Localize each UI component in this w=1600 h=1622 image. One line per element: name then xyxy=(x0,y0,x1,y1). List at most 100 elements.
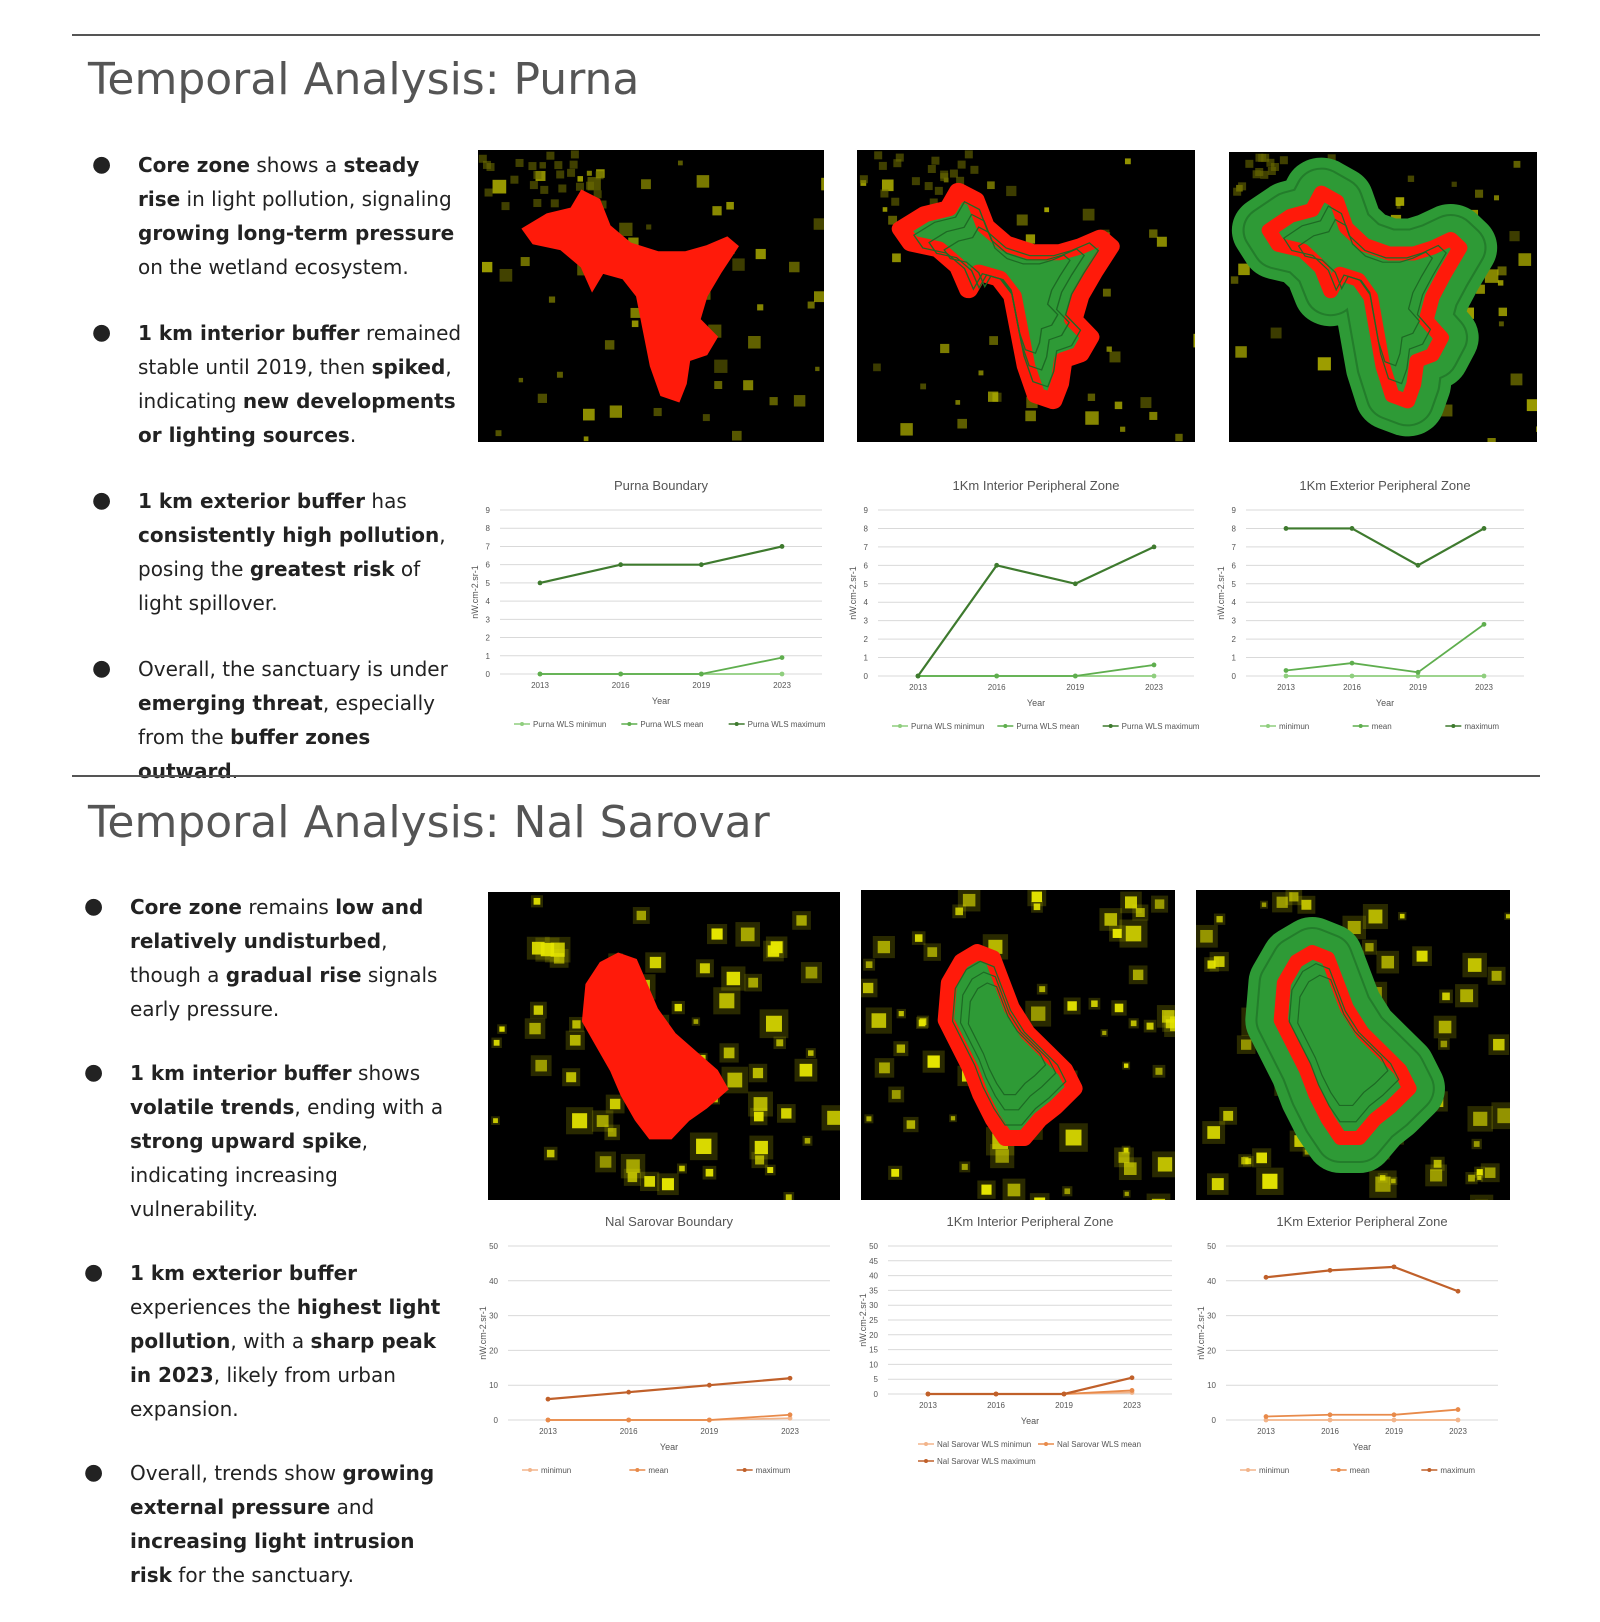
data-point xyxy=(1350,661,1355,666)
legend-label: Purna WLS mean xyxy=(1016,722,1079,731)
data-point xyxy=(1392,1264,1397,1269)
data-point xyxy=(1073,674,1078,679)
purna-boundary-map xyxy=(478,150,824,442)
y-tick-label: 9 xyxy=(486,506,491,515)
data-point xyxy=(538,580,543,585)
y-tick-label: 6 xyxy=(1232,561,1237,570)
series-line xyxy=(918,547,1154,676)
legend-marker xyxy=(1359,724,1363,728)
y-axis-label: nW.cm-2.sr-1 xyxy=(858,1293,868,1347)
y-tick-label: 40 xyxy=(1207,1277,1216,1286)
data-point xyxy=(1416,670,1421,675)
x-axis-label: Year xyxy=(1021,1416,1039,1426)
y-axis-label: nW.cm-2.sr-1 xyxy=(478,1306,488,1360)
y-tick-label: 20 xyxy=(489,1346,498,1355)
x-tick-label: 2023 xyxy=(1449,1427,1467,1436)
y-tick-label: 25 xyxy=(869,1316,878,1325)
legend-label: minimun xyxy=(1279,722,1309,731)
legend-marker xyxy=(1427,1468,1431,1472)
x-tick-label: 2016 xyxy=(1321,1427,1339,1436)
data-point xyxy=(1130,1375,1135,1380)
legend-label: Nal Sarovar WLS minimun xyxy=(937,1440,1031,1449)
chart-title: 1Km Interior Peripheral Zone xyxy=(953,478,1120,493)
data-point xyxy=(1456,1407,1461,1412)
y-tick-label: 30 xyxy=(489,1312,498,1321)
emphasis-text: volatile trends xyxy=(130,1095,294,1119)
legend-marker xyxy=(898,724,902,728)
y-tick-label: 50 xyxy=(869,1242,878,1251)
y-tick-label: 8 xyxy=(1232,524,1237,533)
data-point xyxy=(994,1392,999,1397)
y-tick-label: 9 xyxy=(1232,506,1237,515)
x-tick-label: 2019 xyxy=(700,1427,718,1436)
data-point xyxy=(1264,1275,1269,1280)
y-tick-label: 2 xyxy=(864,635,869,644)
x-tick-label: 2019 xyxy=(1385,1427,1403,1436)
y-tick-label: 8 xyxy=(864,524,869,533)
y-tick-label: 0 xyxy=(1232,672,1237,681)
bullet-text: on the wetland ecosystem. xyxy=(138,255,409,279)
y-tick-label: 6 xyxy=(486,561,491,570)
bullet-text: and xyxy=(330,1495,374,1519)
line-chart: 1Km Interior Peripheral Zone012345678920… xyxy=(848,476,1208,746)
data-point xyxy=(994,563,999,568)
data-point xyxy=(1482,622,1487,627)
x-tick-label: 2023 xyxy=(1123,1401,1141,1410)
bullet-text: shows a xyxy=(250,153,343,177)
y-tick-label: 7 xyxy=(1232,543,1237,552)
data-point xyxy=(1482,526,1487,531)
x-axis-label: Year xyxy=(1027,698,1045,708)
emphasis-text: 1 km exterior buffer xyxy=(138,489,365,513)
bullet-list: ●Core zone shows a steady rise in light … xyxy=(138,148,468,820)
data-point xyxy=(926,1392,931,1397)
legend-marker xyxy=(924,1459,928,1463)
y-tick-label: 6 xyxy=(864,561,869,570)
y-tick-label: 1 xyxy=(864,654,869,663)
x-tick-label: 2016 xyxy=(988,683,1006,692)
legend-label: mean xyxy=(1372,722,1392,731)
y-tick-label: 10 xyxy=(1207,1381,1216,1390)
y-tick-label: 30 xyxy=(869,1301,878,1310)
x-tick-label: 2016 xyxy=(1343,683,1361,692)
bullet-item: ●1 km interior buffer remained stable un… xyxy=(138,316,468,452)
x-axis-label: Year xyxy=(652,696,670,706)
x-tick-label: 2016 xyxy=(987,1401,1005,1410)
bullet-text: Overall, trends show xyxy=(130,1461,342,1485)
emphasis-text: 1 km interior buffer xyxy=(138,321,360,345)
bullet-dot: ● xyxy=(92,148,111,182)
bullet-text: in light pollution, signaling xyxy=(180,187,451,211)
y-tick-label: 4 xyxy=(1232,598,1237,607)
data-point xyxy=(1073,581,1078,586)
emphasis-text: growing long-term pressure xyxy=(138,221,454,245)
data-point xyxy=(1328,1268,1333,1273)
x-tick-label: 2023 xyxy=(1475,683,1493,692)
chart-title: 1Km Interior Peripheral Zone xyxy=(947,1214,1114,1229)
nal-sarovar-interior-buffer-map xyxy=(861,890,1175,1200)
legend-marker xyxy=(1109,724,1113,728)
data-point xyxy=(1350,526,1355,531)
y-tick-label: 0 xyxy=(864,672,869,681)
x-tick-label: 2023 xyxy=(781,1427,799,1436)
section-divider xyxy=(72,775,1540,777)
y-tick-label: 3 xyxy=(864,617,869,626)
y-tick-label: 5 xyxy=(1232,580,1237,589)
legend-label: mean xyxy=(1350,1466,1370,1475)
x-axis-label: Year xyxy=(660,1442,678,1452)
data-point xyxy=(1062,1392,1067,1397)
data-point xyxy=(1152,674,1157,679)
page-title: Temporal Analysis: Nal Sarovar xyxy=(88,797,770,848)
chart-title: Purna Boundary xyxy=(614,478,708,493)
purna-exterior-buffer-map xyxy=(1229,152,1537,442)
y-tick-label: 50 xyxy=(1207,1242,1216,1251)
data-point xyxy=(1482,674,1487,679)
legend-label: Purna WLS mean xyxy=(640,720,703,729)
bullet-text: . xyxy=(232,759,238,783)
bullet-list: ●Core zone remains low and relatively un… xyxy=(130,890,460,1622)
bullet-text: experiences the xyxy=(130,1295,297,1319)
y-axis-label: nW.cm-2.sr-1 xyxy=(470,565,480,619)
y-tick-label: 40 xyxy=(489,1277,498,1286)
